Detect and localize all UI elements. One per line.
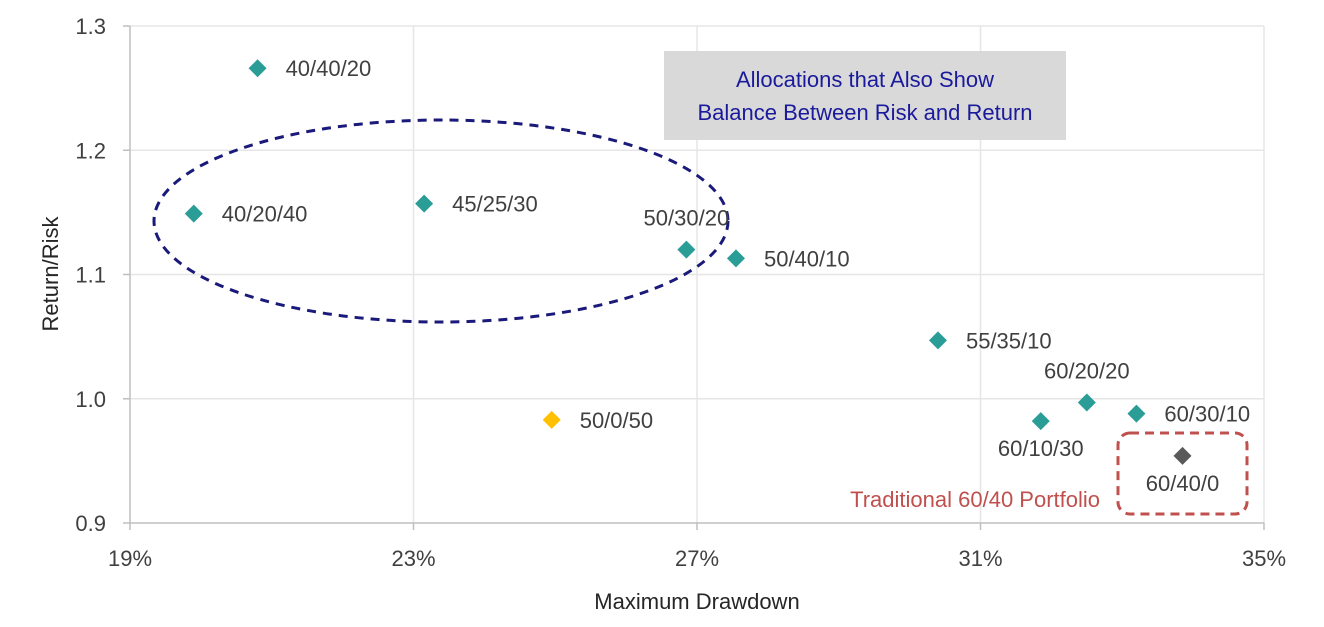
callout-box: Allocations that Also Show Balance Betwe… [664,51,1066,140]
callout-line-2: Balance Between Risk and Return [697,100,1032,125]
data-point-label: 45/25/30 [452,192,538,217]
data-point-label: 55/35/10 [966,328,1052,353]
y-tick-label: 1.0 [75,387,106,412]
data-point-label: 50/0/50 [580,408,653,433]
data-point-marker [248,59,267,78]
y-axis-title: Return/Risk [38,216,63,332]
y-tick-label: 1.2 [75,138,106,163]
data-point-label: 60/30/10 [1164,402,1250,427]
data-points: 40/40/20 40/20/40 45/25/30 50/30/20 50/40/10… [184,56,1250,496]
y-tick-label: 0.9 [75,511,106,536]
balanced-allocations-ellipse [152,118,730,324]
data-point-label: 60/10/30 [998,436,1084,461]
traditional-portfolio-label: Traditional 60/40 Portfolio [850,487,1100,512]
data-point-label: 50/40/10 [764,246,850,271]
data-point-marker [415,194,434,213]
x-tick-label: 27% [675,546,719,571]
data-point-label: 60/40/0 [1146,471,1219,496]
y-tick-label: 1.3 [75,14,106,39]
x-tick-label: 23% [391,546,435,571]
data-point-label: 50/30/20 [644,206,730,231]
x-tick-label: 31% [958,546,1002,571]
data-point-marker [184,204,203,223]
data-point-marker [1127,404,1146,423]
x-axis-title: Maximum Drawdown [594,589,799,614]
data-point-marker [677,240,696,259]
x-tick-label: 19% [108,546,152,571]
data-point-marker [542,410,561,429]
callout-background [664,51,1066,140]
data-point-marker [928,331,947,350]
data-point-label: 40/40/20 [286,56,372,81]
x-tick-label: 35% [1242,546,1286,571]
y-tick-label: 1.1 [75,263,106,288]
data-point-marker [726,249,745,268]
tick-labels: 0.9 1.0 1.1 1.2 1.3 19% 23% 27% 31% 35% [75,14,1286,571]
data-point-label: 60/20/20 [1044,358,1130,383]
traditional-portfolio-box [1116,431,1249,516]
data-point-marker [1031,412,1050,431]
data-point-marker [1173,446,1192,465]
callout-line-1: Allocations that Also Show [736,67,994,92]
data-point-label: 40/20/40 [222,202,308,227]
data-point-marker [1077,393,1096,412]
